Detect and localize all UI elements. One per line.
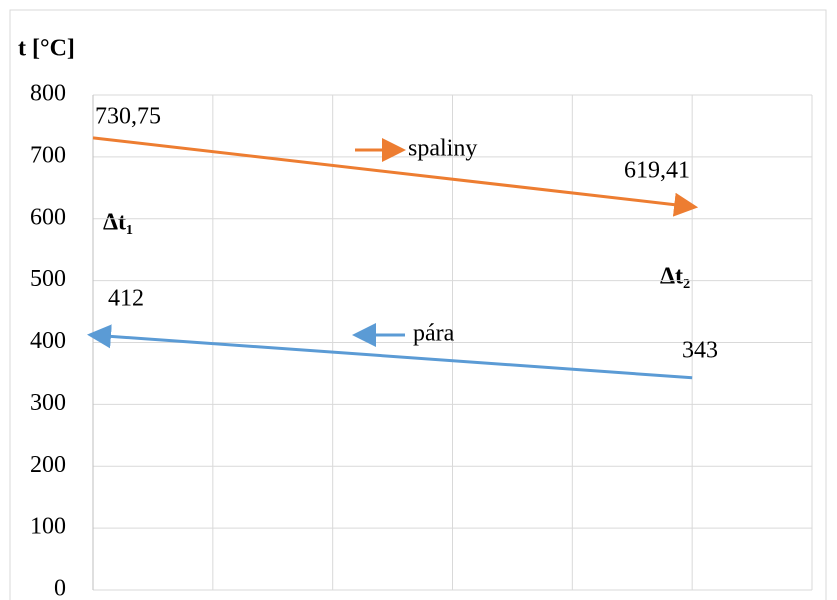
y-axis-label: t [°C] [18,36,75,62]
chart-border [9,9,827,600]
data-label: 619,41 [624,158,690,184]
y-tick-label: 500 [30,266,66,292]
legend-label: pára [413,321,455,347]
y-tick-label: 200 [30,452,66,478]
y-tick-label: 700 [30,142,66,168]
series-line [92,136,699,217]
y-tick-label: 800 [30,81,66,107]
y-tick-label: 600 [30,204,66,230]
y-tick-label: 300 [30,390,66,416]
data-label: 412 [108,286,144,312]
y-tick-label: 100 [30,514,66,540]
data-label: 343 [682,338,718,364]
data-label: 730,75 [95,104,161,130]
legend-label: spaliny [408,136,477,162]
y-tick-label: 400 [30,328,66,354]
annotation: Δt₁ [103,210,133,236]
y-tick-label: 0 [54,576,66,600]
series-line [87,324,693,380]
annotation: Δt₂ [660,264,690,290]
